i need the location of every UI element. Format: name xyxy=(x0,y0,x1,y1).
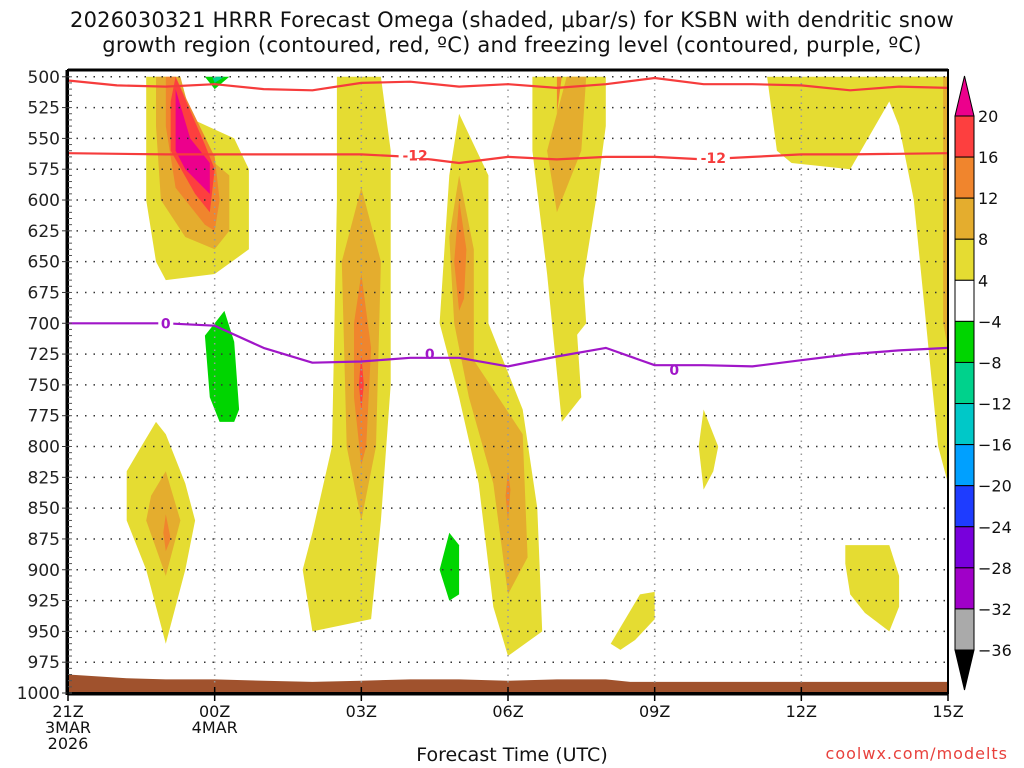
colorbar-label: 8 xyxy=(978,230,988,249)
y-tick-label-1000: 1000 xyxy=(17,684,60,704)
omega-left-core-_20 xyxy=(175,89,210,194)
colorbar-label: −16 xyxy=(978,436,1012,455)
x-tick-label: 09Z xyxy=(639,702,670,721)
colorbar-label: −20 xyxy=(978,477,1012,496)
colorbar-label: −24 xyxy=(978,518,1012,537)
omega-green-top--12_to_-8 xyxy=(212,76,225,83)
colorbar-label: −4 xyxy=(978,312,1002,331)
chart-title-line-1: 2026030321 HRRR Forecast Omega (shaded, … xyxy=(70,8,954,32)
omega-05z-column-12_to_16 xyxy=(454,200,467,311)
y-tick-label-650: 650 xyxy=(28,253,60,273)
omega-right-top-4_to_8 xyxy=(767,76,948,484)
freezing-level-label: 0 xyxy=(669,363,679,379)
colorbar-box xyxy=(954,444,975,487)
axes: 500 525 550 575 600 625 650 675 700 725 750 775 800 8… xyxy=(17,68,964,753)
y-tick-label-575: 575 xyxy=(28,160,60,180)
y-tick-label-500: 500 xyxy=(28,68,60,88)
colorbar-box xyxy=(954,238,975,281)
dgz-lower-label: -12 xyxy=(701,151,726,167)
colorbar-box xyxy=(954,320,975,363)
omega-05z-column-12_to_16 xyxy=(505,471,511,521)
chart-title-line-2: growth region (contoured, red, ºC) and f… xyxy=(102,33,922,57)
colorbar-box xyxy=(954,197,975,240)
colorbar-arrow-down xyxy=(954,649,975,691)
y-tick-label-950: 950 xyxy=(28,622,60,642)
y-tick-label-750: 750 xyxy=(28,376,60,396)
colorbar-arrow-up xyxy=(954,75,975,117)
y-tick-label-875: 875 xyxy=(28,530,60,550)
omega-right-edge-8_to_12 xyxy=(943,76,948,348)
dgz-upper-contour xyxy=(68,76,948,92)
x-tick-label: 21Z xyxy=(52,702,83,721)
colorbar: 20 16 12 8 4 −4 −8 −12 −16 −20 −24 −28 −32 −36 xyxy=(954,75,1012,691)
freezing-level-contour xyxy=(68,322,948,368)
x-axis-title: Forecast Time (UTC) xyxy=(416,744,608,766)
y-tick-label-825: 825 xyxy=(28,468,60,488)
x-tick-label: 4MAR xyxy=(192,718,238,737)
y-tick-label-550: 550 xyxy=(28,129,60,149)
freezing-level-label: 0 xyxy=(425,347,435,363)
contour-layer: -12 -12 0 0 0 xyxy=(68,76,948,379)
omega-07z-column-8_to_12 xyxy=(547,76,587,213)
omega-lower-left-8_to_12 xyxy=(146,471,181,576)
dgz-lower-contour xyxy=(68,152,948,165)
omega-green-low--8_to_-4 xyxy=(439,532,460,601)
colorbar-label: 20 xyxy=(978,107,998,126)
colorbar-box xyxy=(954,156,975,199)
colorbar-box xyxy=(954,403,975,446)
y-tick-label-975: 975 xyxy=(28,653,60,673)
colorbar-label: −8 xyxy=(978,353,1002,372)
y-tick-label-700: 700 xyxy=(28,314,60,334)
colorbar-box xyxy=(954,115,975,158)
colorbar-label: −32 xyxy=(978,600,1012,619)
colorbar-box xyxy=(954,361,975,405)
omega-small-mid-4_to_8 xyxy=(561,237,587,348)
y-tick-label-900: 900 xyxy=(28,561,60,581)
omega-green-top--8_to_-4 xyxy=(204,76,230,90)
colorbar-box xyxy=(954,279,975,322)
y-tick-label-675: 675 xyxy=(28,283,60,303)
chart-title: 2026030321 HRRR Forecast Omega (shaded, … xyxy=(0,8,1024,58)
terrain-layer xyxy=(68,674,948,693)
y-tick-label-600: 600 xyxy=(28,191,60,211)
omega-small-low-4_to_8 xyxy=(610,591,655,650)
x-tick-label: 3MAR xyxy=(45,718,91,737)
freezing-level-label: 0 xyxy=(161,316,171,332)
x-tick-label: 12Z xyxy=(786,702,817,721)
y-tick-label-625: 625 xyxy=(28,222,60,242)
y-tick-label-850: 850 xyxy=(28,499,60,519)
omega-03z-column-16_to_20 xyxy=(358,354,364,410)
colorbar-label: 16 xyxy=(978,148,998,167)
colorbar-box xyxy=(954,485,975,528)
x-tick-label: 00Z xyxy=(199,702,230,721)
omega-right-low-4_to_8 xyxy=(845,545,900,632)
y-tick-label-925: 925 xyxy=(28,592,60,612)
omega-green-mid--8_to_-4 xyxy=(204,310,240,422)
credit-link[interactable]: coolwx.com/modelts xyxy=(825,744,1008,763)
colorbar-label: 12 xyxy=(978,189,998,208)
terrain-surface xyxy=(68,674,948,693)
colorbar-label: −28 xyxy=(978,559,1012,578)
x-tick-label: 15Z xyxy=(932,702,963,721)
x-tick-label: 06Z xyxy=(492,702,523,721)
y-tick-label-725: 725 xyxy=(28,345,60,365)
omega-lower-left-12_to_16 xyxy=(163,514,171,552)
y-tick-label-800: 800 xyxy=(28,438,60,458)
omega-07z-column-12_to_16 xyxy=(556,76,562,114)
colorbar-box xyxy=(954,608,975,651)
colorbar-label: −36 xyxy=(978,641,1012,660)
colorbar-label: 4 xyxy=(978,271,988,290)
omega-small-0930-4_to_8 xyxy=(698,409,719,490)
y-tick-label-775: 775 xyxy=(28,407,60,427)
dgz-lower-label: -12 xyxy=(402,149,427,165)
colorbar-label: −12 xyxy=(978,395,1012,414)
x-tick-label: 03Z xyxy=(346,702,377,721)
colorbar-box xyxy=(954,567,975,610)
omega-shading-layer xyxy=(126,76,948,657)
y-tick-label-525: 525 xyxy=(28,99,60,119)
x-tick-label: 2026 xyxy=(48,734,89,753)
colorbar-box xyxy=(954,526,975,569)
